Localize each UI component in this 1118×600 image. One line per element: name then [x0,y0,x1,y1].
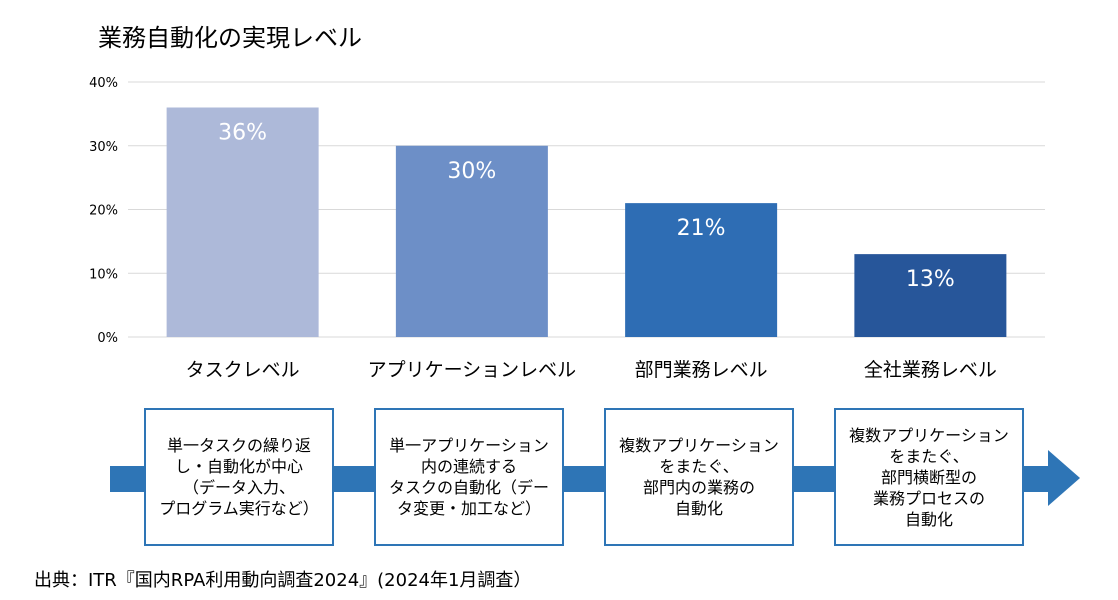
bar-value-label: 30% [447,159,496,184]
chart-title: 業務自動化の実現レベル [98,24,362,52]
flow-box-enterprise: 複数アプリケーション をまたぐ、 部門横断型の 業務プロセスの 自動化 [834,408,1024,546]
flow-box-application: 単一アプリケーション 内の連続する タスクの自動化（デー タ変更・加工など） [374,408,564,546]
flow-box-task: 単一タスクの繰り返 し・自動化が中心 （データ入力、 プログラム実行など） [144,408,334,546]
y-tick-label: 30% [89,140,118,155]
bar-value-label: 36% [218,121,267,146]
x-category-label: アプリケーションレベル [368,359,577,381]
flow-box-text: 複数アプリケーション をまたぐ、 部門横断型の 業務プロセスの 自動化 [849,425,1009,529]
x-category-label: 全社業務レベル [864,359,997,381]
flow-box-text: 単一タスクの繰り返 し・自動化が中心 （データ入力、 プログラム実行など） [159,436,319,518]
bar-value-label: 13% [906,267,955,292]
bar-2 [395,145,548,337]
x-category-label: タスクレベル [186,359,300,381]
bar-value-label: 21% [677,216,726,241]
y-tick-label: 20% [89,204,118,219]
y-tick-label: 10% [89,267,118,282]
bar-4 [854,254,1007,337]
flow-box-department: 複数アプリケーション をまたぐ、 部門内の業務の 自動化 [604,408,794,546]
bar-chart: 0% 10% 20% 30% 40% 36% タスクレベル 30% アプリケーションレベル 21%… [89,76,1045,381]
flow-arrow-head [1048,450,1080,506]
bar-3 [625,203,778,337]
y-tick-label: 0% [97,331,118,346]
flow-box-text: 複数アプリケーション をまたぐ、 部門内の業務の 自動化 [619,436,779,518]
source-note: 出典：ITR『国内RPA利用動向調査2024』(2024年1月調査） [34,570,532,591]
flow-box-text: 単一アプリケーション 内の連続する タスクの自動化（デー タ変更・加工など） [388,436,549,518]
y-tick-label: 40% [89,76,118,91]
bar-1 [166,107,319,337]
x-category-label: 部門業務レベル [635,359,768,381]
